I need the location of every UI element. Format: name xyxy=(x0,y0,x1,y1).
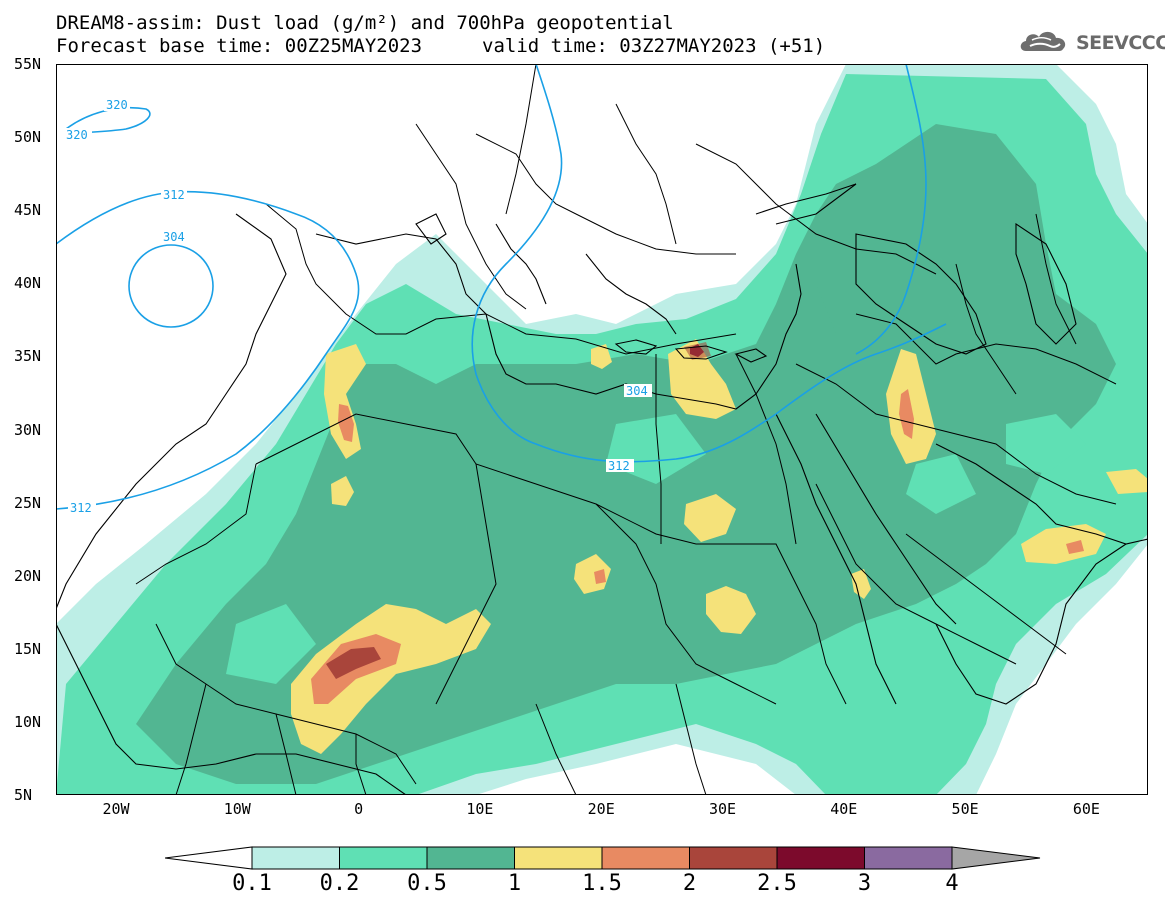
colorbar xyxy=(165,846,1041,870)
dust-map: 320 320 312 304 312 304 312 xyxy=(56,64,1148,795)
longitude-label: 60E xyxy=(1072,800,1100,818)
svg-text:320: 320 xyxy=(66,128,88,142)
svg-text:304: 304 xyxy=(626,384,648,398)
colorbar-label: 2 xyxy=(682,871,697,896)
latitude-label: 40N xyxy=(14,274,42,293)
header-title: DREAM8-assim: Dust load (g/m²) and 700hP… xyxy=(56,12,674,34)
latitude-label: 55N xyxy=(14,55,42,73)
latitude-label: 15N xyxy=(14,639,42,658)
dust-level-0.2-patch xyxy=(226,414,1086,684)
valid-time: valid time: 03Z27MAY2023 (+51) xyxy=(482,35,826,57)
longitude-label: 20W xyxy=(102,800,130,818)
longitude-label: 30E xyxy=(708,800,737,818)
longitude-label: 0 xyxy=(354,800,364,818)
dust-level-2 xyxy=(326,647,381,679)
dust-level-1.5 xyxy=(338,404,354,442)
colorbar-label: 4 xyxy=(945,871,959,896)
colorbar-label: 1.5 xyxy=(582,871,622,896)
dust-fields xyxy=(56,64,1148,795)
dust-level-0.5b xyxy=(816,264,956,354)
dust-level-1 xyxy=(574,554,611,594)
colorbar-label: 3 xyxy=(857,871,872,896)
svg-text:312: 312 xyxy=(70,501,92,515)
svg-text:312: 312 xyxy=(163,188,185,202)
cloud-icon xyxy=(1018,27,1072,59)
dust-level-1 xyxy=(291,604,491,754)
longitude-label: 50E xyxy=(951,800,979,818)
latitude-label: 25N xyxy=(14,493,42,512)
dust-level-1 xyxy=(706,586,756,634)
latitude-label: 35N xyxy=(14,347,42,366)
svg-text:320: 320 xyxy=(106,98,128,112)
colorbar-box xyxy=(339,846,428,870)
country-borders xyxy=(135,64,1117,795)
colorbar-label: 2.5 xyxy=(757,871,797,896)
longitude-label: 40E xyxy=(830,800,858,818)
latitude-label: 50N xyxy=(14,128,42,147)
longitude-label: 20E xyxy=(587,800,615,818)
colorbar-under-arrow xyxy=(165,846,253,870)
dust-level-1 xyxy=(1106,469,1148,494)
seevccc-logo: SEEVCCC xyxy=(1018,27,1165,59)
latitude-label: 5N xyxy=(14,786,33,804)
map-frame xyxy=(56,64,1148,795)
svg-text:312: 312 xyxy=(608,459,630,473)
dust-level-1.5 xyxy=(899,389,914,439)
coastlines xyxy=(56,183,1148,795)
colorbar-box xyxy=(251,846,340,870)
latitude-label: 45N xyxy=(14,201,42,220)
dust-level-1 xyxy=(1021,524,1106,564)
dust-level-1 xyxy=(591,344,612,369)
colorbar-box xyxy=(426,846,515,870)
latitude-label: 30N xyxy=(14,420,42,439)
dust-level-1.5 xyxy=(594,569,606,584)
colorbar-box xyxy=(601,846,690,870)
colorbar-label: 0.5 xyxy=(407,871,447,896)
dust-level-1 xyxy=(684,494,736,542)
longitude-label: 10W xyxy=(223,800,251,818)
colorbar-box xyxy=(864,846,953,870)
latitude-label: 10N xyxy=(14,712,42,731)
colorbar-label: 0.2 xyxy=(319,871,360,896)
colorbar-label: 1 xyxy=(507,871,522,896)
logo-text: SEEVCCC xyxy=(1076,32,1165,54)
forecast-base-time: Forecast base time: 00Z25MAY2023 xyxy=(56,35,423,57)
colorbar-over-arrow xyxy=(951,846,1041,870)
colorbar-label: 0.1 xyxy=(232,871,272,896)
colorbar-box xyxy=(689,846,778,870)
longitude-label: 10E xyxy=(466,800,494,818)
latitude-label: 20N xyxy=(14,566,42,585)
colorbar-box xyxy=(776,846,865,870)
contour-labels: 320 320 312 304 312 304 312 xyxy=(64,98,652,515)
dust-level-1 xyxy=(851,569,871,599)
dust-level-1 xyxy=(324,344,366,459)
svg-text:304: 304 xyxy=(163,230,185,244)
dust-level-1 xyxy=(331,476,354,506)
dust-level-1.5 xyxy=(1066,540,1084,554)
colorbar-box xyxy=(514,846,603,870)
